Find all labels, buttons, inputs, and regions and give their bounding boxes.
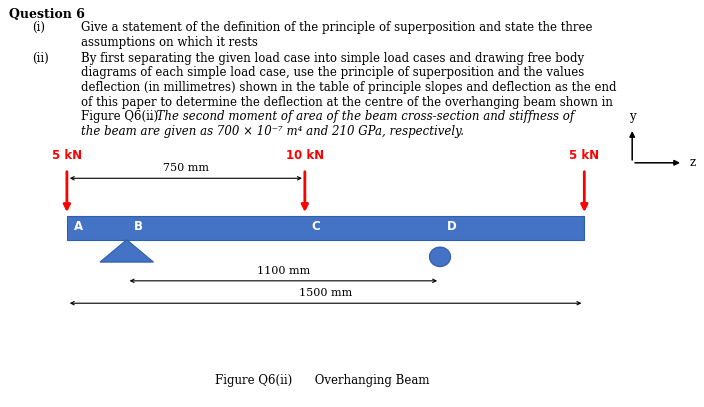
Text: 750 mm: 750 mm: [163, 163, 209, 173]
Text: 1500 mm: 1500 mm: [299, 288, 352, 298]
Text: By first separating the given load case into simple load cases and drawing free : By first separating the given load case …: [81, 52, 584, 65]
Text: diagrams of each simple load case, use the principle of superposition and the va: diagrams of each simple load case, use t…: [81, 66, 584, 79]
Text: Figure Q6(ii)      Overhanging Beam: Figure Q6(ii) Overhanging Beam: [215, 374, 429, 387]
Bar: [67, 216, 584, 240]
Text: C: C: [312, 220, 320, 233]
Text: z: z: [690, 156, 696, 169]
Text: 5 kN: 5 kN: [570, 149, 599, 162]
Text: B: B: [134, 220, 143, 233]
Text: 5 kN: 5 kN: [52, 149, 82, 162]
Text: y: y: [629, 110, 636, 123]
Text: Give a statement of the definition of the principle of superposition and state t: Give a statement of the definition of th…: [81, 21, 593, 34]
Text: of this paper to determine the deflection at the centre of the overhanging beam : of this paper to determine the deflectio…: [81, 96, 613, 109]
Text: assumptions on which it rests: assumptions on which it rests: [81, 36, 258, 49]
Text: D: D: [447, 220, 457, 233]
Text: A: A: [74, 220, 83, 233]
Text: deflection (in millimetres) shown in the table of principle slopes and deflectio: deflection (in millimetres) shown in the…: [81, 81, 617, 94]
Text: 10 kN: 10 kN: [286, 149, 324, 162]
Text: . The second moment of area of the beam cross-section and stiffness of: . The second moment of area of the beam …: [149, 110, 574, 123]
Text: Question 6: Question 6: [9, 8, 85, 21]
Text: (ii): (ii): [32, 52, 49, 65]
Text: E: E: [591, 220, 599, 233]
Text: 1100 mm: 1100 mm: [257, 266, 310, 276]
Ellipse shape: [429, 247, 451, 267]
Polygon shape: [100, 240, 153, 262]
Text: the beam are given as 700 × 10⁻⁷ m⁴ and 210 GPa, respectively.: the beam are given as 700 × 10⁻⁷ m⁴ and …: [81, 125, 464, 138]
Text: Figure Q6(ii): Figure Q6(ii): [81, 110, 158, 123]
Text: (i): (i): [32, 21, 44, 34]
